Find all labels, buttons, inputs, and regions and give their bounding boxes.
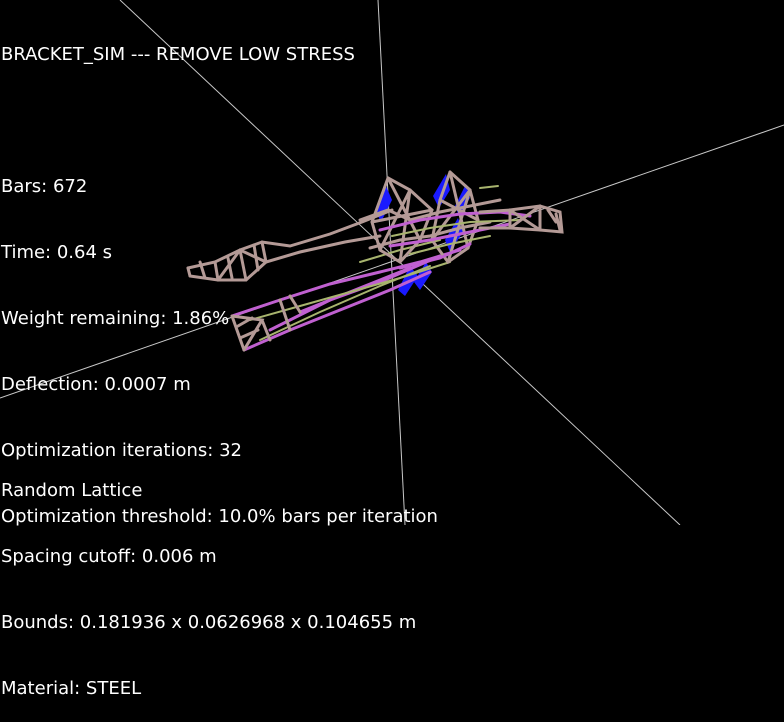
optimization-threshold: Optimization threshold: 10.0% bars per i…: [1, 506, 438, 527]
app-title: BRACKET_SIM --- REMOVE LOW STRESS: [1, 44, 355, 65]
lattice-structure: [186, 170, 564, 352]
material: Material: STEEL: [1, 678, 142, 699]
bounds: Bounds: 0.181936 x 0.0626968 x 0.104655 …: [1, 612, 417, 633]
axis-line-c: [0, 124, 784, 399]
sim-time: Time: 0.64 s: [1, 242, 113, 263]
weight-remaining: Weight remaining: 1.86%: [1, 308, 230, 329]
3d-viewport[interactable]: [0, 0, 784, 525]
axis-line-b: [377, 0, 406, 525]
hud-stats-panel: BRACKET_SIM --- REMOVE LOW STRESS Bars: …: [1, 0, 438, 550]
spacing-cutoff: Spacing cutoff: 0.006 m: [1, 546, 217, 567]
spacer: [1, 110, 438, 132]
bars-count: Bars: 672: [1, 176, 88, 197]
optimization-iterations: Optimization iterations: 32: [1, 440, 242, 461]
hud-lattice-panel: Random Lattice Spacing cutoff: 0.006 m B…: [1, 436, 416, 722]
deflection: Deflection: 0.0007 m: [1, 374, 191, 395]
lattice-type: Random Lattice: [1, 480, 143, 501]
